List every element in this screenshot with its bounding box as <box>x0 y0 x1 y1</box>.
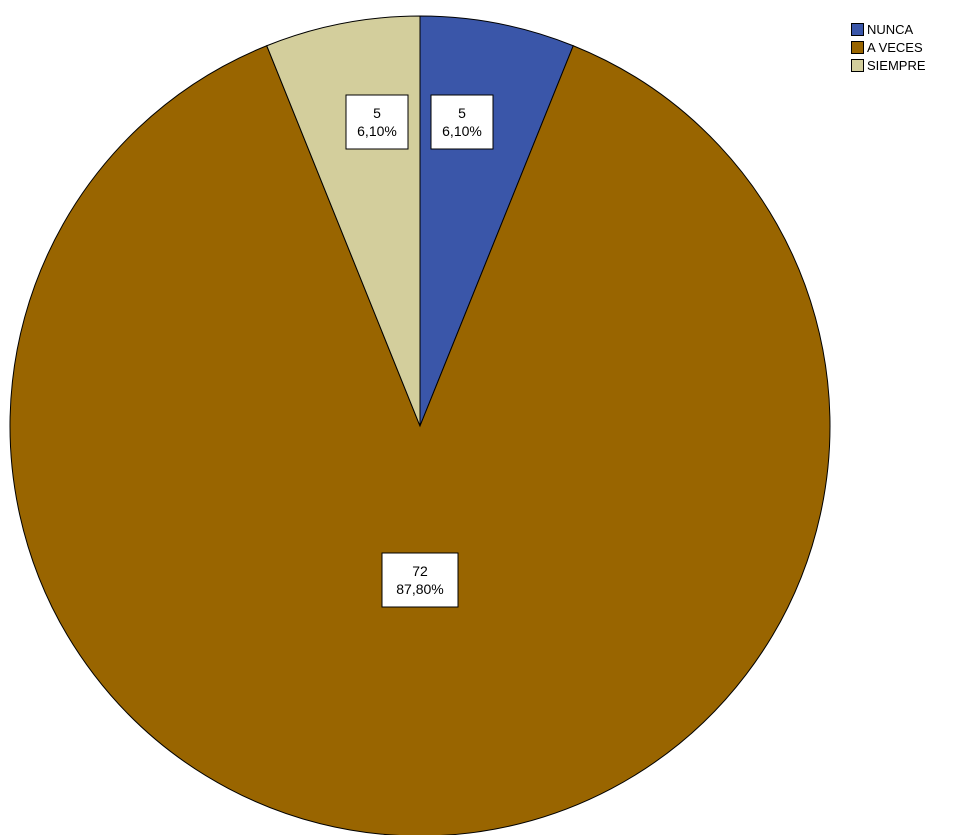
legend-label: A VECES <box>867 39 923 55</box>
legend-item-a-veces: A VECES <box>851 38 926 56</box>
pie-slices <box>9 15 831 835</box>
slice-label-nunca: 5 6,10% <box>430 94 494 150</box>
legend-swatch <box>851 58 864 72</box>
legend-label: SIEMPRE <box>867 57 926 73</box>
legend-item-nunca: NUNCA <box>851 20 926 38</box>
slice-percent-label: 87,80% <box>396 581 443 597</box>
slice-value-label: 5 <box>458 105 466 121</box>
pie-slice-a-veces <box>9 45 831 835</box>
legend-swatch <box>851 22 864 36</box>
slice-label-a-veces: 72 87,80% <box>381 552 459 608</box>
slice-value-label: 5 <box>373 105 381 121</box>
chart-legend: NUNCA A VECES SIEMPRE <box>851 20 926 74</box>
legend-swatch <box>851 40 864 54</box>
slice-value-label: 72 <box>412 563 428 579</box>
legend-item-siempre: SIEMPRE <box>851 56 926 74</box>
slice-percent-label: 6,10% <box>442 123 482 139</box>
slice-labels: 5 6,10% 72 87,80% 5 6,10% <box>345 94 494 608</box>
slice-label-siempre: 5 6,10% <box>345 94 409 150</box>
legend-label: NUNCA <box>867 21 914 37</box>
slice-percent-label: 6,10% <box>357 123 397 139</box>
